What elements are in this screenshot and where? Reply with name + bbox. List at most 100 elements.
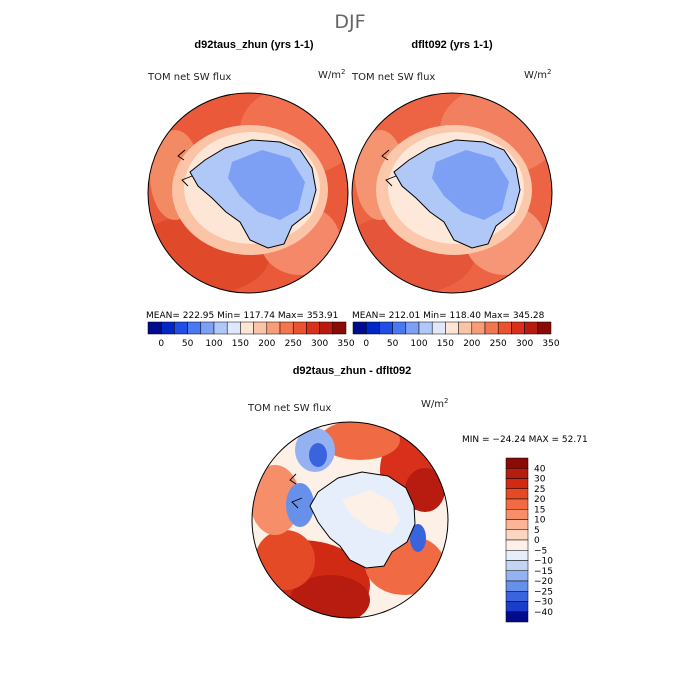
- colorbar-swatch: [505, 457, 529, 469]
- map-shade: [309, 443, 327, 467]
- colorbar-top-right: 0 50 100 150 200 250 300 350: [352, 321, 560, 349]
- colorbar-swatch: [505, 591, 529, 602]
- colorbar-tick-label: 100: [205, 339, 222, 349]
- colorbar-tick-label: 0: [534, 536, 540, 546]
- colorbar-swatch: [160, 321, 175, 335]
- colorbar-tick-label: 5: [534, 526, 540, 536]
- colorbar-swatch: [484, 321, 499, 335]
- colorbar-tick-label: 200: [258, 339, 275, 349]
- colorbar-swatch: [505, 601, 529, 612]
- panel-title: d92taus_zhun - dflt092: [293, 365, 412, 377]
- colorbar-swatch: [306, 321, 320, 335]
- colorbar-swatch: [187, 321, 202, 335]
- colorbar-tick-label: −10: [534, 557, 553, 567]
- panel-difference: d92taus_zhun - dflt092 TOM net SW flux W…: [247, 365, 588, 623]
- map-shade: [320, 422, 400, 460]
- colorbar-swatch: [253, 321, 268, 335]
- colorbar-tick-label: −15: [534, 567, 553, 577]
- colorbar-swatch: [431, 321, 446, 335]
- colorbar-tick-label: 50: [182, 339, 194, 349]
- colorbar-swatch: [505, 509, 529, 520]
- panel-title: dflt092 (yrs 1-1): [411, 39, 493, 51]
- map-top-right: [352, 93, 552, 293]
- coastline-peninsula: [177, 149, 193, 187]
- colorbar-tick-label: −5: [534, 546, 547, 556]
- variable-label: TOM net SW flux: [351, 72, 435, 83]
- colorbar-swatch: [226, 321, 241, 335]
- colorbar-tick-label: 300: [311, 339, 328, 349]
- map-border: [251, 421, 449, 619]
- coastline: [189, 139, 317, 249]
- antarctica-interior: [342, 490, 400, 534]
- colorbar-tick-label: −30: [534, 598, 553, 608]
- coastline-peninsula: [381, 149, 397, 187]
- coastline: [309, 471, 416, 569]
- colorbar-tick-label: 250: [490, 339, 507, 349]
- colorbar-tick-label: 20: [534, 495, 546, 505]
- colorbar-swatch: [505, 529, 529, 541]
- variable-label: TOM net SW flux: [247, 403, 331, 414]
- colorbar-swatch: [505, 468, 529, 479]
- colorbar-swatch: [505, 550, 529, 561]
- colorbar-swatch: [524, 321, 539, 335]
- colorbar-swatch: [365, 321, 380, 335]
- map-shade: [410, 524, 426, 552]
- colorbar-swatch: [497, 321, 512, 335]
- colorbar-tick-label: −25: [534, 587, 553, 597]
- colorbar-tick-label: 30: [534, 475, 546, 485]
- colorbar-top-left: 0 50 100 150 200 250 300 350: [147, 321, 355, 349]
- colorbar-tick-label: 100: [410, 339, 427, 349]
- colorbar-swatch: [505, 560, 529, 571]
- map-shade: [252, 465, 300, 535]
- panel-title: d92taus_zhun (yrs 1-1): [194, 39, 314, 51]
- colorbar-swatch: [445, 321, 459, 335]
- colorbar-swatch: [174, 321, 188, 335]
- map-border: [147, 92, 349, 294]
- colorbar-tick-label: 250: [285, 339, 302, 349]
- colorbar-swatch: [200, 321, 215, 335]
- antarctica-interior: [228, 150, 305, 220]
- colorbar-tick-label: 150: [232, 339, 249, 349]
- colorbar-swatch: [505, 580, 529, 592]
- colorbar-swatch: [319, 321, 334, 335]
- colorbar-swatch: [458, 321, 473, 335]
- colorbar-swatch: [392, 321, 407, 335]
- map-shade: [255, 530, 315, 590]
- colorbar-swatch: [147, 321, 162, 335]
- map-difference: [252, 422, 448, 618]
- colorbar-swatch: [240, 321, 254, 335]
- panel-top-left: d92taus_zhun (yrs 1-1) TOM net SW flux W…: [146, 39, 355, 349]
- colorbar-swatch: [471, 321, 486, 335]
- antarctica-interior: [432, 150, 509, 220]
- colorbar-tick-label: 15: [534, 505, 545, 515]
- units-label: W/m2: [524, 68, 551, 81]
- colorbar-swatch: [511, 321, 525, 335]
- colorbar-tick-label: 350: [542, 339, 559, 349]
- colorbar-swatch: [266, 321, 281, 335]
- colorbar-swatch: [505, 611, 529, 623]
- colorbar-tick-label: 0: [158, 339, 164, 349]
- colorbar-tick-label: 40: [534, 464, 546, 474]
- colorbar-swatch: [279, 321, 294, 335]
- colorbar-swatch: [505, 519, 529, 530]
- map-top-left: [148, 93, 348, 293]
- colorbar-tick-label: −20: [534, 577, 553, 587]
- colorbar-swatch: [505, 478, 529, 489]
- colorbar-swatch: [505, 539, 529, 551]
- variable-label: TOM net SW flux: [147, 72, 231, 83]
- units-label: W/m2: [421, 397, 448, 410]
- colorbar-swatch: [332, 321, 347, 335]
- units-label: W/m2: [318, 68, 345, 81]
- colorbar-tick-label: 200: [463, 339, 480, 349]
- stats-label: MIN = −24.24 MAX = 52.71: [462, 435, 588, 445]
- colorbar-swatch: [537, 321, 552, 335]
- coastline: [393, 139, 521, 249]
- colorbar-swatch: [505, 570, 529, 582]
- colorbar-tick-label: 10: [534, 516, 546, 526]
- colorbar-tick-label: 350: [337, 339, 354, 349]
- colorbar-swatch: [292, 321, 307, 335]
- colorbar-tick-label: 150: [437, 339, 454, 349]
- colorbar-swatch: [418, 321, 433, 335]
